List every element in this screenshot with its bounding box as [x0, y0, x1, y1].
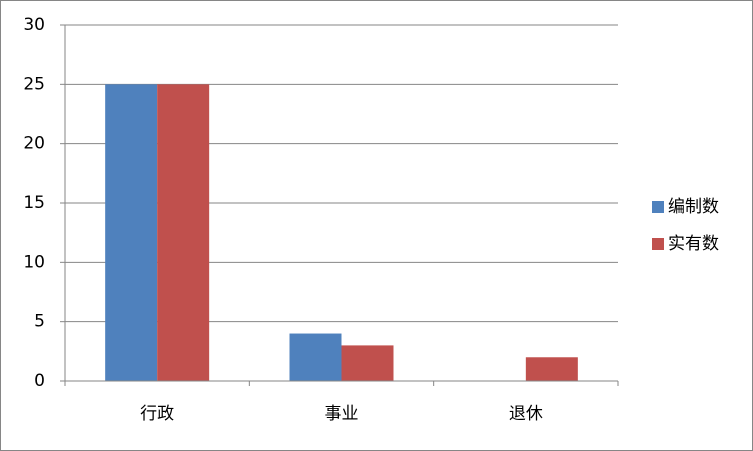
bar	[341, 345, 394, 381]
y-tick-label: 5	[34, 312, 45, 332]
y-tick-label: 25	[23, 74, 45, 94]
bar	[289, 333, 342, 381]
legend-label: 编制数	[668, 197, 719, 217]
legend-label: 实有数	[668, 234, 719, 254]
bar	[157, 84, 210, 381]
y-tick-label: 0	[34, 371, 45, 391]
x-tick-label: 事业	[325, 404, 359, 424]
y-tick-label: 20	[23, 134, 45, 154]
legend-swatch	[652, 238, 664, 250]
y-tick-label: 15	[23, 193, 45, 213]
y-tick-label: 10	[23, 252, 45, 272]
legend-swatch	[652, 201, 664, 213]
y-tick-label: 30	[23, 15, 45, 35]
bar	[525, 357, 578, 381]
bar	[105, 84, 158, 381]
x-tick-label: 行政	[140, 404, 174, 424]
x-tick-label: 退休	[509, 404, 543, 424]
